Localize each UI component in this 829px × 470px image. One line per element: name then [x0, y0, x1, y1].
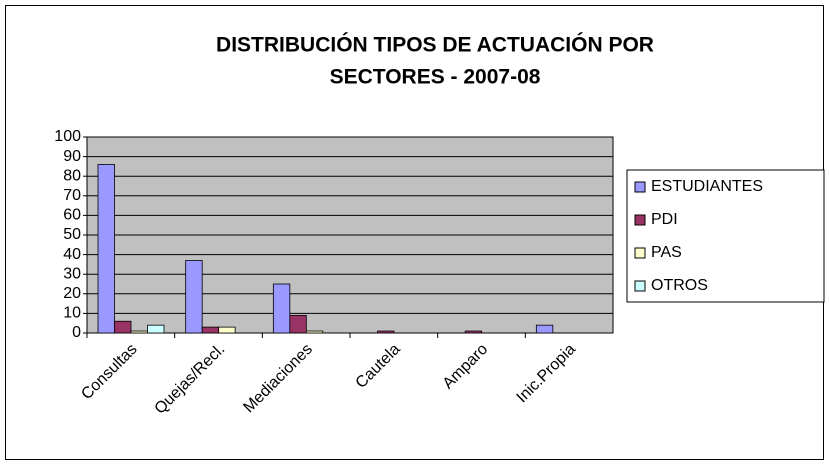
bar [535, 324, 554, 334]
y-tick-label: 60 [63, 207, 81, 224]
bar [201, 326, 220, 334]
legend-box [626, 169, 825, 303]
bar [218, 326, 236, 334]
legend-swatch [634, 280, 646, 292]
chart-title: SECTORES - 2007-08 [330, 66, 541, 89]
y-tick-label: 0 [72, 324, 81, 341]
bar [185, 260, 203, 334]
y-tick-label: 40 [63, 246, 81, 263]
legend-label: OTROS [651, 277, 708, 294]
bar [377, 330, 395, 334]
y-tick-label: 50 [63, 226, 81, 243]
y-tick-label: 20 [63, 285, 81, 302]
bar [305, 330, 324, 334]
bar [289, 314, 307, 334]
y-tick-label: 30 [63, 265, 81, 282]
bar [464, 330, 483, 334]
bar [97, 164, 115, 334]
legend-swatch [634, 214, 646, 226]
legend-label: ESTUDIANTES [651, 178, 763, 195]
bar [130, 330, 148, 334]
y-tick-label: 80 [63, 167, 81, 184]
y-tick-label: 90 [63, 148, 81, 165]
legend-label: PDI [651, 211, 678, 228]
bar [272, 283, 291, 334]
chart-title: DISTRIBUCIÓN TIPOS DE ACTUACIÓN POR [216, 33, 654, 57]
bar [114, 320, 132, 334]
legend-swatch [634, 181, 646, 193]
legend-label: PAS [651, 244, 682, 261]
y-tick-label: 100 [54, 128, 81, 145]
y-tick-label: 70 [63, 187, 81, 204]
bar [147, 324, 165, 334]
legend-swatch [634, 247, 646, 259]
y-tick-label: 10 [63, 305, 81, 322]
